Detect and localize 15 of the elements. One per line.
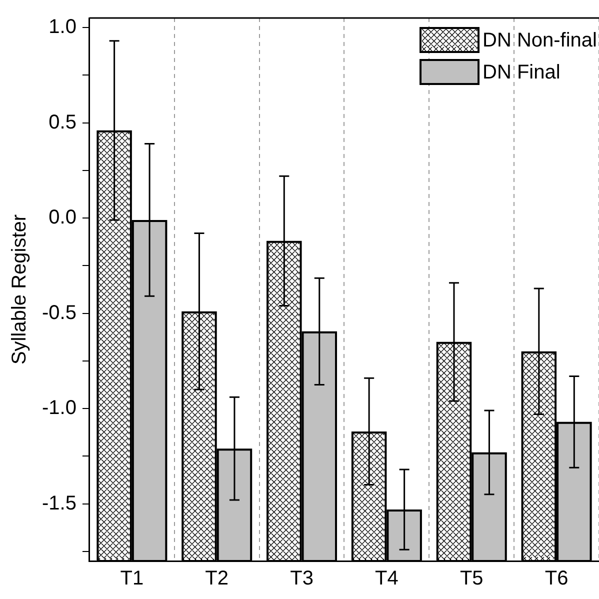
y-tick-label: 0.5	[48, 111, 76, 134]
x-tick-label: T4	[375, 568, 398, 590]
y-axis-title: Syllable Register	[8, 214, 31, 365]
x-tick-label: T3	[290, 568, 314, 590]
y-tick-label: -0.5	[42, 302, 76, 324]
y-tick-label: 0.0	[48, 206, 76, 229]
y-tick-label: -1.5	[42, 492, 76, 514]
legend-label: DN Final	[482, 62, 560, 84]
x-tick-label: T1	[120, 568, 144, 590]
y-tick-label: -1.0	[42, 397, 76, 420]
y-tick-label: 1.0	[48, 16, 76, 38]
x-tick-label: T6	[544, 568, 568, 590]
legend-label: DN Non-final	[482, 30, 597, 52]
x-tick-label: T5	[460, 568, 484, 590]
x-tick-label: T2	[205, 568, 229, 590]
